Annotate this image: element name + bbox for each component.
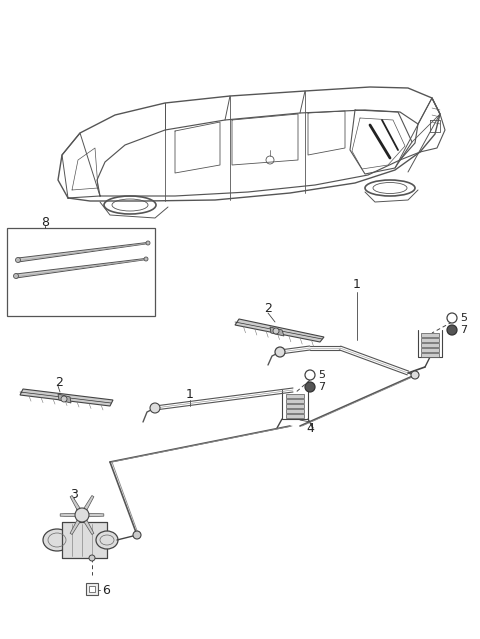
Polygon shape <box>18 242 148 262</box>
Circle shape <box>447 325 457 335</box>
Bar <box>421 353 439 357</box>
Text: 5: 5 <box>318 370 325 380</box>
Polygon shape <box>88 513 104 517</box>
Circle shape <box>305 370 315 380</box>
Bar <box>421 343 439 347</box>
Bar <box>421 348 439 352</box>
Bar <box>286 399 304 403</box>
Ellipse shape <box>43 529 71 551</box>
Circle shape <box>275 347 285 357</box>
Polygon shape <box>235 319 324 342</box>
Text: 1: 1 <box>186 389 194 401</box>
Polygon shape <box>70 519 81 534</box>
Text: 4: 4 <box>306 422 314 435</box>
Text: 5: 5 <box>460 313 467 323</box>
Bar <box>86 583 98 595</box>
Circle shape <box>273 328 279 334</box>
Circle shape <box>89 555 95 561</box>
Bar <box>421 333 439 337</box>
Circle shape <box>144 257 148 261</box>
Text: 7: 7 <box>460 325 467 335</box>
Text: 2: 2 <box>264 302 272 314</box>
Text: 2: 2 <box>55 376 63 390</box>
Bar <box>286 414 304 418</box>
Circle shape <box>150 403 160 413</box>
Polygon shape <box>58 394 71 403</box>
Text: 8: 8 <box>41 215 49 229</box>
Circle shape <box>146 241 150 245</box>
Polygon shape <box>60 513 76 517</box>
Polygon shape <box>270 327 284 336</box>
Text: 6: 6 <box>102 583 110 596</box>
Bar <box>286 404 304 408</box>
Text: 1: 1 <box>353 279 361 291</box>
Polygon shape <box>84 495 94 511</box>
Polygon shape <box>84 519 94 534</box>
Circle shape <box>13 273 19 279</box>
Bar <box>286 409 304 413</box>
Bar <box>7 228 155 316</box>
Circle shape <box>15 258 21 263</box>
Bar <box>62 522 107 558</box>
Circle shape <box>61 396 67 402</box>
Bar <box>89 586 95 592</box>
Bar <box>421 338 439 342</box>
Ellipse shape <box>96 531 118 549</box>
Text: 7: 7 <box>318 382 325 392</box>
Polygon shape <box>70 495 81 511</box>
Bar <box>286 394 304 398</box>
Circle shape <box>305 382 315 392</box>
Text: 3: 3 <box>70 488 78 500</box>
Circle shape <box>75 508 89 522</box>
Polygon shape <box>20 389 113 406</box>
Circle shape <box>411 371 419 379</box>
Polygon shape <box>16 258 146 278</box>
Circle shape <box>447 313 457 323</box>
Circle shape <box>133 531 141 539</box>
